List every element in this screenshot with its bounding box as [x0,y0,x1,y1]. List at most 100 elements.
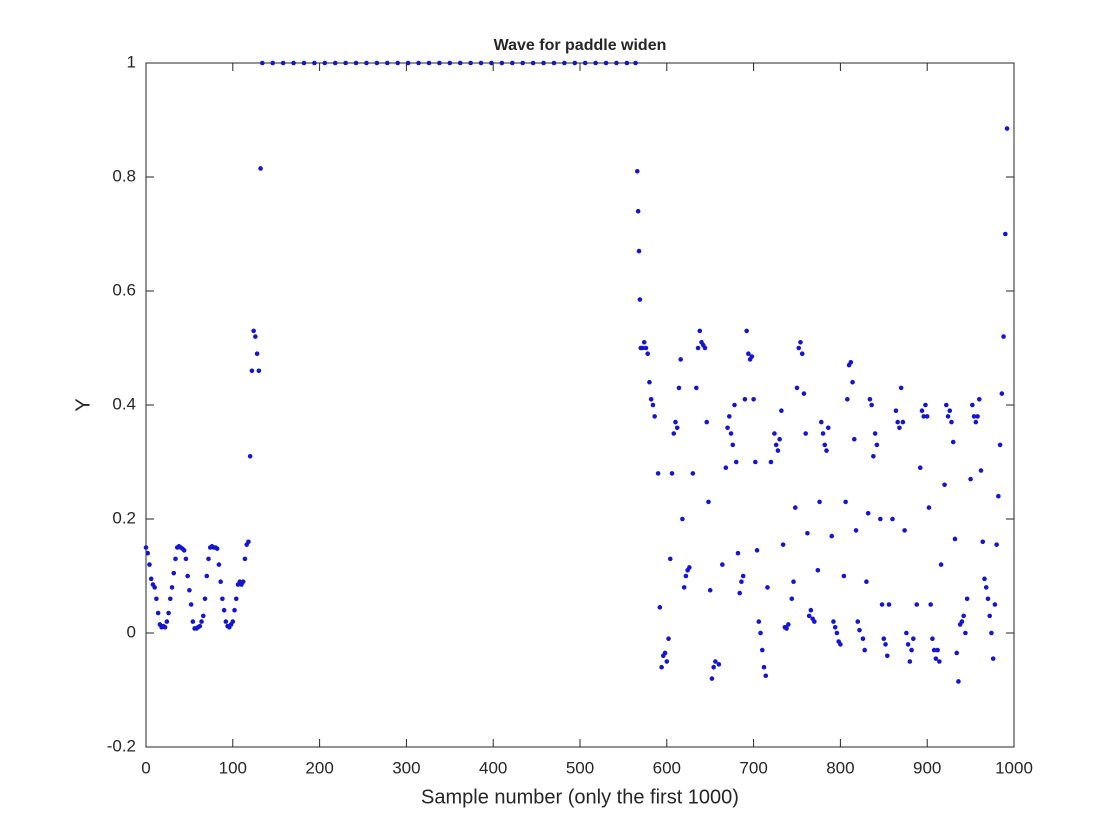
point [789,596,795,602]
point [744,328,749,334]
point [900,419,906,425]
point [843,499,848,505]
point [674,425,680,431]
point [796,345,802,351]
point [520,60,526,66]
x-tick-label: 100 [219,758,247,777]
point [928,602,933,607]
point [897,425,902,431]
x-tick-label: 700 [739,758,767,777]
point [645,351,651,357]
point [997,442,1003,448]
point [905,642,911,647]
point [447,60,453,66]
point [664,659,670,664]
point [659,664,664,670]
point [740,573,746,579]
point [260,60,265,66]
point [702,345,708,351]
point [985,596,991,602]
point [457,60,463,66]
point [706,499,711,505]
point [824,448,829,453]
point [200,613,206,619]
point [709,676,715,681]
point [845,397,850,402]
point [904,630,909,636]
point [280,60,286,66]
point [733,459,739,465]
point [791,579,796,584]
point [978,468,984,473]
point [931,647,937,653]
point [220,596,225,602]
y-tick-label: 1 [127,52,136,71]
point [697,328,703,334]
point [992,602,998,607]
point [199,619,204,624]
point [817,499,822,505]
y-tick-label: -0.2 [107,736,136,755]
point [832,625,838,630]
point [914,602,920,607]
point [798,340,803,345]
point [742,397,748,402]
point [808,607,814,613]
point [249,368,255,374]
point [930,636,935,641]
point [624,60,630,66]
point [831,619,836,624]
point [657,605,663,610]
y-tick-label: 0.6 [112,280,136,299]
point [759,647,765,653]
point [864,579,869,584]
point [251,328,256,334]
point [147,562,152,567]
point [772,431,777,436]
point [478,60,484,66]
point [232,607,237,613]
x-tick-label: 400 [479,758,507,777]
point [761,664,767,670]
point [221,607,227,613]
chart-title: Wave for paddle widen [494,37,667,54]
point [154,596,159,602]
point [942,482,947,488]
point [246,539,251,545]
point [690,471,696,476]
point [954,650,960,656]
point [173,556,178,562]
point [247,454,253,459]
point [188,602,194,607]
point [676,385,682,391]
point [152,585,157,590]
point [530,60,536,66]
point [720,562,725,567]
point [223,619,229,624]
point [898,385,904,391]
point [746,351,751,357]
point [753,459,758,465]
point [169,585,175,590]
point [732,402,737,408]
point [765,585,770,590]
point [240,579,246,584]
point [909,647,914,653]
point [780,542,786,547]
point [145,550,151,556]
point [730,442,736,448]
point [805,530,810,536]
point [723,465,729,471]
point [917,465,923,471]
point [819,419,824,425]
point [850,379,855,385]
point [711,664,716,670]
x-tick-label: 200 [305,758,333,777]
point [713,659,718,664]
point [185,573,190,579]
point [395,60,401,66]
point [667,556,673,562]
point [994,542,999,547]
point [572,60,578,66]
point [806,613,812,619]
